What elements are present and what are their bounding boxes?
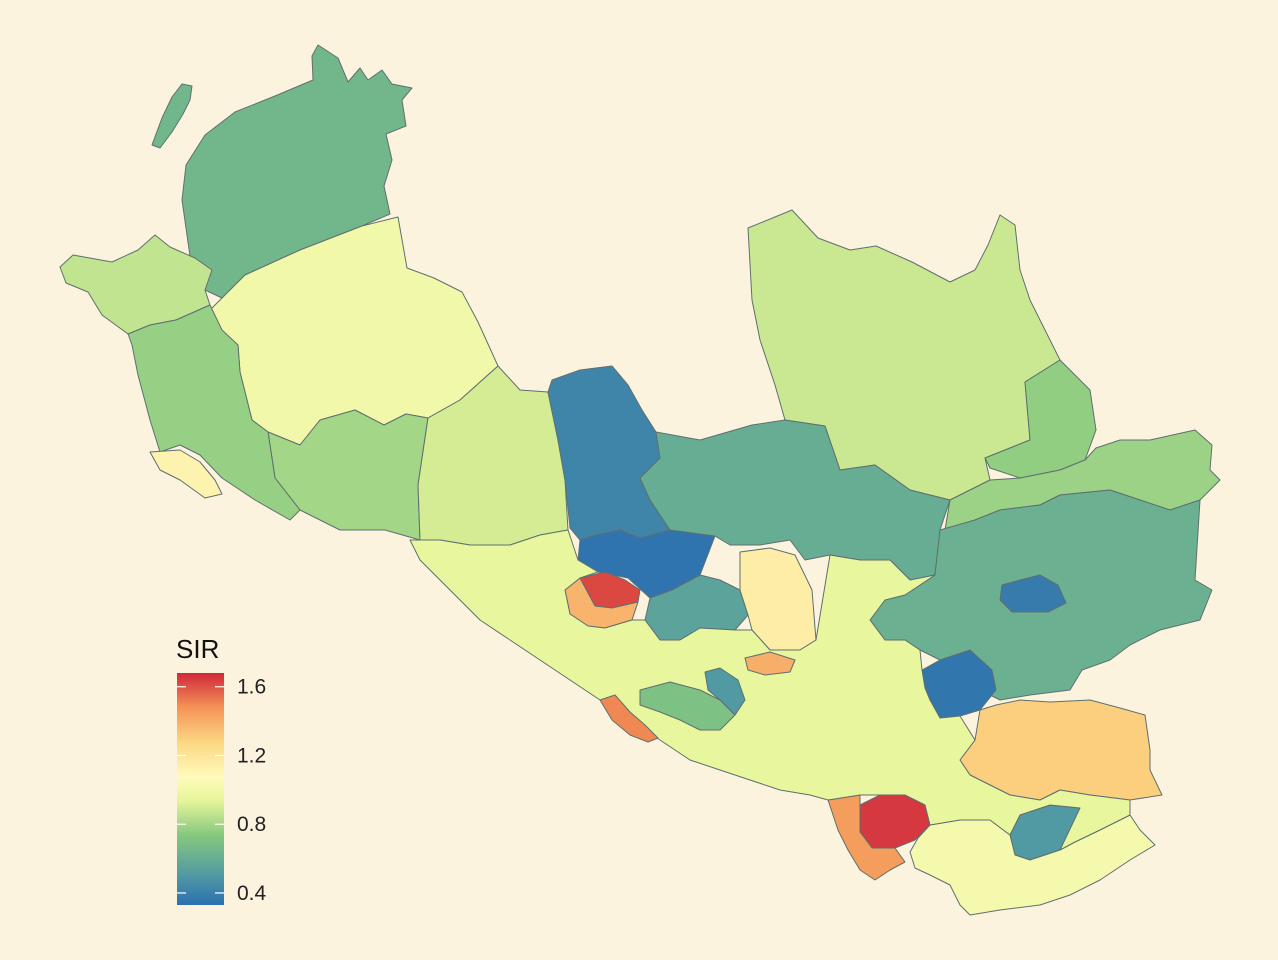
region-coastal-band[interactable] xyxy=(409,529,1131,851)
region-west-coast-small[interactable] xyxy=(149,449,223,499)
region-west-tip[interactable] xyxy=(59,234,213,335)
region-west-coast-lower[interactable] xyxy=(127,304,301,521)
region-northwest-large[interactable] xyxy=(181,44,413,299)
legend-tick-label: 0.8 xyxy=(237,813,266,836)
legend-colorbar xyxy=(177,673,224,905)
region-north-island[interactable] xyxy=(151,83,193,149)
legend-tick-label: 1.2 xyxy=(237,744,266,767)
legend-ticks: 1.6 1.2 0.8 0.4 xyxy=(177,676,267,905)
region-inner-teal[interactable] xyxy=(704,667,746,716)
region-south-cream[interactable] xyxy=(909,814,1156,916)
region-inner-orange[interactable] xyxy=(744,651,796,676)
legend: SIR 1.6 1.2 0.8 0.4 xyxy=(176,634,267,905)
region-south-orange[interactable] xyxy=(827,794,906,881)
legend-title: SIR xyxy=(176,634,219,664)
legend-tick-label: 1.6 xyxy=(237,676,266,699)
region-east-blue[interactable] xyxy=(999,574,1067,613)
map-regions xyxy=(59,44,1221,916)
region-coastal-green[interactable] xyxy=(639,681,736,731)
region-coastal-red[interactable] xyxy=(599,694,659,743)
legend-tick-label: 0.4 xyxy=(237,882,267,905)
